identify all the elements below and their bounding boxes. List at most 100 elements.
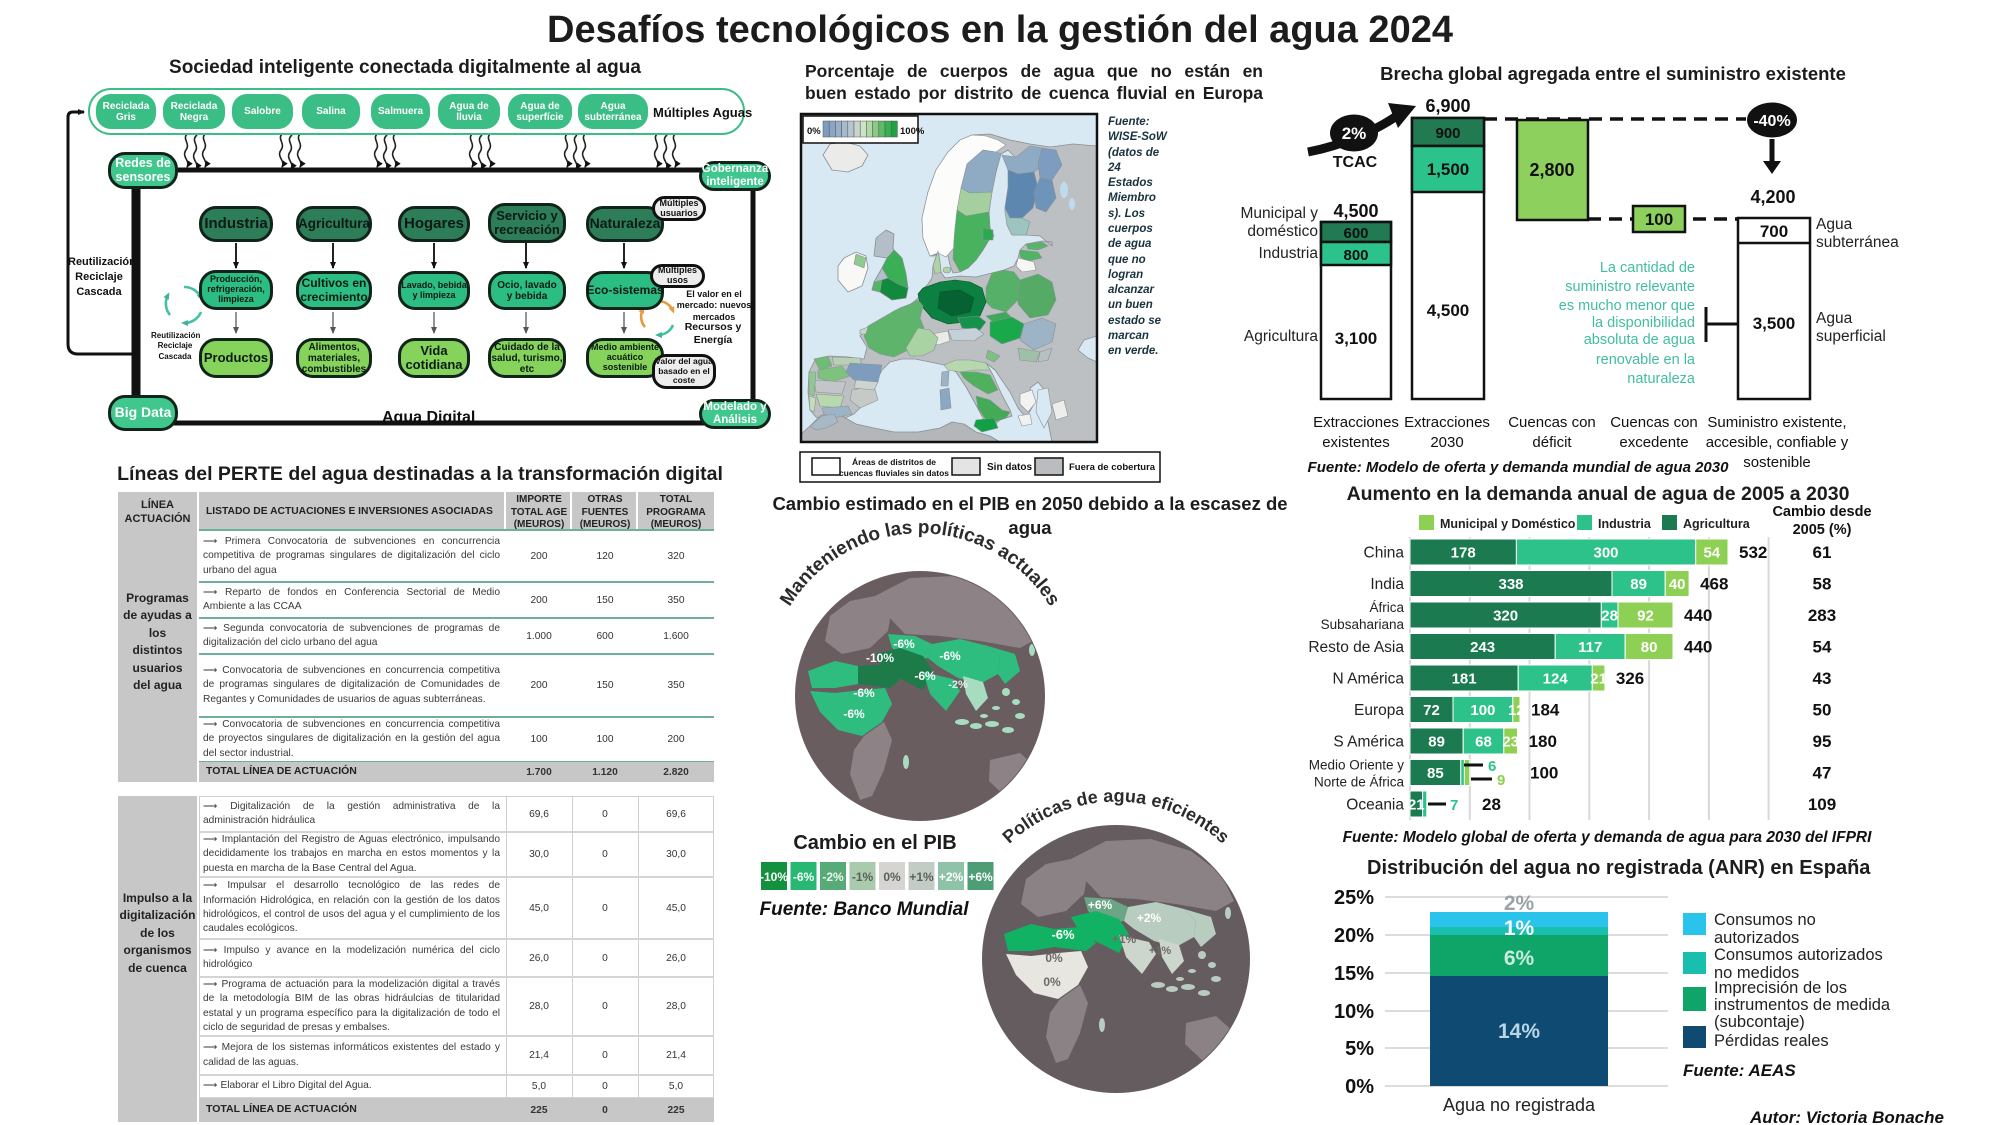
svg-text:23: 23 — [1502, 734, 1519, 751]
svg-text:suministro relevante: suministro relevante — [1565, 279, 1695, 295]
svg-text:1,500: 1,500 — [1427, 160, 1470, 179]
svg-text:180: 180 — [1529, 732, 1557, 751]
svg-text:95: 95 — [1813, 732, 1832, 751]
svg-text:72: 72 — [1423, 702, 1440, 719]
svg-text:Consumos no: Consumos no — [1714, 911, 1816, 929]
svg-text:S América: S América — [1333, 734, 1404, 751]
svg-text:instrumentos de medida: instrumentos de medida — [1714, 996, 1891, 1014]
svg-text:243: 243 — [1470, 639, 1495, 656]
svg-text:África: África — [1369, 600, 1404, 615]
svg-text:20%: 20% — [1334, 925, 1374, 947]
svg-text:India: India — [1370, 576, 1404, 593]
svg-text:7: 7 — [1450, 797, 1458, 814]
svg-text:0%: 0% — [807, 126, 821, 137]
svg-text:Municipal y: Municipal y — [1240, 205, 1318, 222]
svg-text:doméstico: doméstico — [1247, 223, 1318, 240]
svg-text:+2%: +2% — [939, 870, 964, 884]
svg-text:-6%: -6% — [1051, 927, 1075, 942]
svg-text:Municipal y Doméstico: Municipal y Doméstico — [1440, 517, 1576, 531]
svg-text:-6%: -6% — [914, 669, 936, 683]
svg-text:50: 50 — [1813, 701, 1832, 720]
svg-text:-2%: -2% — [822, 870, 844, 884]
svg-text:+1%: +1% — [1112, 932, 1137, 946]
svg-text:700: 700 — [1760, 222, 1788, 241]
svg-text:N América: N América — [1333, 671, 1405, 688]
svg-text:181: 181 — [1452, 671, 1477, 688]
svg-text:6,900: 6,900 — [1425, 96, 1470, 116]
svg-text:Agua no registrada: Agua no registrada — [1443, 1095, 1596, 1115]
svg-text:2%: 2% — [1342, 124, 1367, 143]
svg-text:900: 900 — [1435, 125, 1460, 142]
svg-text:Agua: Agua — [1816, 216, 1853, 233]
svg-text:la disponibilidad: la disponibilidad — [1592, 315, 1695, 331]
svg-text:21: 21 — [1590, 671, 1607, 688]
svg-text:300: 300 — [1593, 545, 1618, 562]
svg-text:440: 440 — [1684, 606, 1712, 625]
svg-text:excedente: excedente — [1619, 434, 1688, 451]
svg-text:Cuencas con: Cuencas con — [1610, 414, 1698, 431]
svg-text:4,500: 4,500 — [1427, 301, 1470, 320]
svg-text:Subsahariana: Subsahariana — [1321, 617, 1405, 632]
svg-text:Agricultura: Agricultura — [1244, 328, 1318, 345]
svg-text:2,800: 2,800 — [1529, 160, 1574, 180]
svg-text:0%: 0% — [1043, 975, 1061, 989]
svg-text:-1%: -1% — [852, 870, 874, 884]
svg-text:no medidos: no medidos — [1714, 964, 1799, 982]
svg-text:-40%: -40% — [1753, 113, 1790, 130]
svg-text:+2%: +2% — [1137, 911, 1162, 925]
svg-text:renovable en la: renovable en la — [1596, 352, 1696, 368]
svg-text:124: 124 — [1543, 671, 1569, 688]
svg-text:-2%: -2% — [948, 679, 968, 691]
svg-text:117: 117 — [1578, 639, 1602, 656]
svg-text:subterránea: subterránea — [1816, 234, 1899, 251]
svg-text:54: 54 — [1703, 545, 1720, 562]
svg-text:100%: 100% — [900, 126, 925, 137]
svg-text:14%: 14% — [1498, 1020, 1540, 1043]
svg-text:100: 100 — [1645, 210, 1673, 229]
svg-text:+6%: +6% — [1088, 898, 1113, 912]
svg-text:Industria: Industria — [1598, 517, 1652, 531]
svg-text:+1%: +1% — [1149, 945, 1172, 957]
svg-text:sostenible: sostenible — [1743, 454, 1811, 471]
svg-text:Oceania: Oceania — [1346, 797, 1404, 814]
svg-text:existentes: existentes — [1322, 434, 1390, 451]
svg-text:Extracciones: Extracciones — [1313, 414, 1399, 431]
svg-text:-6%: -6% — [939, 649, 961, 663]
svg-text:2005 (%): 2005 (%) — [1793, 522, 1852, 538]
svg-text:-6%: -6% — [893, 637, 915, 651]
svg-text:6: 6 — [1488, 758, 1496, 775]
svg-text:40: 40 — [1669, 576, 1686, 593]
svg-text:89: 89 — [1428, 734, 1445, 751]
svg-text:+1%: +1% — [909, 870, 934, 884]
svg-text:2%: 2% — [1504, 892, 1535, 915]
svg-text:4,500: 4,500 — [1333, 201, 1378, 221]
svg-text:468: 468 — [1700, 575, 1728, 594]
svg-text:178: 178 — [1451, 545, 1476, 562]
svg-text:58: 58 — [1813, 575, 1832, 594]
svg-text:68: 68 — [1475, 734, 1492, 751]
svg-text:1%: 1% — [1504, 917, 1535, 940]
svg-text:109: 109 — [1808, 795, 1836, 814]
svg-text:10%: 10% — [1334, 1001, 1374, 1023]
svg-text:25%: 25% — [1334, 887, 1374, 909]
svg-text:Fuera de cobertura: Fuera de cobertura — [1069, 462, 1156, 473]
svg-text:Fuente: Modelo global de ofert: Fuente: Modelo global de oferta y demand… — [1343, 829, 1873, 846]
svg-text:Cambio en el PIB: Cambio en el PIB — [793, 832, 956, 854]
svg-text:338: 338 — [1498, 576, 1523, 593]
svg-text:28: 28 — [1601, 608, 1618, 625]
svg-text:184: 184 — [1531, 701, 1560, 720]
svg-text:Suministro existente,: Suministro existente, — [1707, 414, 1846, 431]
svg-text:43: 43 — [1813, 669, 1832, 688]
svg-text:15%: 15% — [1334, 963, 1374, 985]
svg-text:accesible, confiable y: accesible, confiable y — [1706, 434, 1849, 451]
svg-text:0%: 0% — [883, 870, 901, 884]
svg-text:Fuente: AEAS: Fuente: AEAS — [1683, 1061, 1796, 1080]
svg-text:80: 80 — [1641, 639, 1658, 656]
svg-text:absoluta de agua: absoluta de agua — [1584, 332, 1696, 348]
svg-text:89: 89 — [1630, 576, 1647, 593]
svg-text:Agricultura: Agricultura — [1683, 517, 1751, 531]
svg-text:China: China — [1364, 545, 1405, 562]
svg-text:4,200: 4,200 — [1750, 187, 1795, 207]
svg-text:autorizados: autorizados — [1714, 929, 1799, 947]
svg-text:Pérdidas reales: Pérdidas reales — [1714, 1032, 1829, 1050]
